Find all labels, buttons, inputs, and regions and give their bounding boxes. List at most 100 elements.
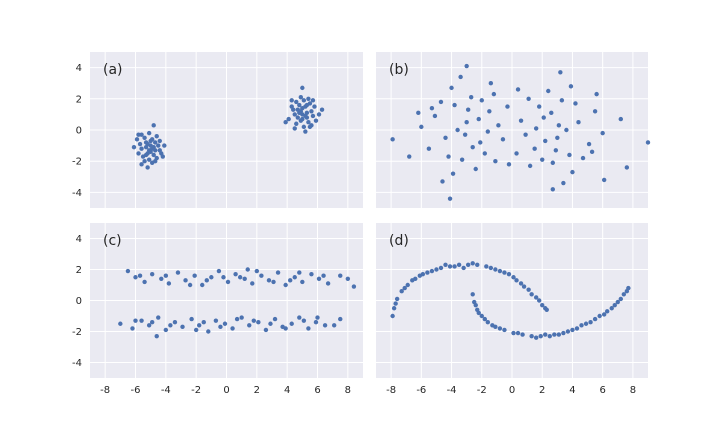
data-point — [555, 135, 560, 140]
data-point — [417, 273, 423, 278]
data-point — [175, 270, 181, 275]
data-point — [200, 282, 205, 288]
data-point — [564, 127, 569, 133]
data-point — [443, 262, 448, 268]
data-point — [529, 292, 534, 297]
data-point — [301, 124, 307, 130]
data-point — [162, 143, 167, 148]
data-point — [573, 101, 578, 106]
data-point — [156, 143, 161, 148]
data-point — [529, 333, 534, 339]
data-point — [206, 329, 211, 334]
data-point — [163, 327, 169, 333]
data-point — [157, 138, 162, 144]
data-point — [237, 275, 243, 280]
data-point — [567, 152, 572, 158]
data-point — [134, 137, 140, 142]
data-point — [579, 323, 584, 328]
data-point — [592, 316, 598, 322]
data-point — [543, 138, 548, 144]
data-point — [142, 279, 147, 285]
data-point — [597, 313, 602, 319]
data-point — [580, 155, 586, 161]
x-tick-label: 4 — [569, 385, 575, 396]
data-point — [493, 159, 498, 164]
data-point — [438, 265, 444, 271]
data-point — [556, 123, 562, 128]
data-point — [310, 98, 316, 103]
panel-label: (c) — [103, 233, 122, 249]
data-point — [624, 165, 630, 170]
data-point — [298, 109, 304, 114]
scatter-panel: 4 2 0 -2 -4 (a) — [72, 52, 363, 208]
x-tick-label: -8 — [100, 385, 110, 396]
y-tick-label: 4 — [76, 234, 82, 245]
data-point — [419, 124, 424, 130]
x-tick-label: 0 — [223, 385, 229, 396]
data-point — [193, 327, 199, 333]
data-point — [402, 285, 407, 291]
data-point — [537, 298, 542, 303]
data-point — [251, 318, 256, 323]
data-point — [502, 327, 507, 333]
data-point — [322, 323, 328, 328]
data-point — [452, 102, 457, 108]
data-point — [139, 162, 144, 167]
data-point — [247, 323, 252, 328]
data-point — [183, 278, 188, 283]
data-point — [292, 275, 297, 280]
x-tick-label: -4 — [161, 385, 171, 396]
data-point — [540, 157, 545, 162]
data-point — [289, 321, 294, 326]
data-point — [464, 63, 469, 69]
data-point — [393, 301, 398, 306]
data-point — [476, 116, 481, 122]
data-point — [166, 281, 172, 286]
data-point — [447, 196, 453, 201]
data-point — [168, 323, 173, 328]
data-point — [470, 144, 475, 150]
x-tick-label: -6 — [131, 385, 141, 396]
data-point — [151, 123, 156, 128]
data-point — [230, 326, 235, 331]
data-point — [521, 284, 527, 289]
data-point — [449, 85, 454, 91]
x-tick-label: -8 — [386, 385, 396, 396]
data-point — [297, 270, 302, 275]
data-point — [301, 318, 307, 323]
data-point — [146, 148, 152, 153]
x-tick-label: 0 — [509, 385, 515, 396]
data-point — [538, 333, 543, 339]
data-point — [505, 104, 510, 109]
data-point — [154, 134, 159, 139]
data-point — [187, 282, 193, 288]
data-point — [313, 118, 319, 123]
data-point — [612, 302, 617, 308]
data-point — [488, 81, 494, 86]
data-point — [429, 105, 435, 111]
data-point — [432, 113, 438, 119]
data-point — [338, 273, 343, 278]
data-point — [484, 264, 489, 269]
data-point — [458, 74, 463, 80]
data-point — [565, 329, 571, 334]
data-point — [298, 95, 304, 100]
data-point — [201, 320, 206, 325]
data-point — [351, 284, 357, 289]
data-point — [303, 113, 308, 119]
data-point — [221, 275, 226, 280]
x-tick-label: 6 — [599, 385, 605, 396]
data-point — [645, 140, 651, 145]
data-point — [491, 91, 497, 97]
data-point — [446, 154, 451, 159]
data-point — [476, 310, 481, 316]
data-point — [306, 326, 311, 331]
data-point — [500, 137, 506, 142]
data-point — [553, 148, 559, 153]
data-point — [225, 279, 231, 285]
data-point — [570, 169, 575, 175]
data-point — [601, 312, 607, 317]
data-point — [118, 321, 123, 326]
data-point — [286, 116, 291, 122]
